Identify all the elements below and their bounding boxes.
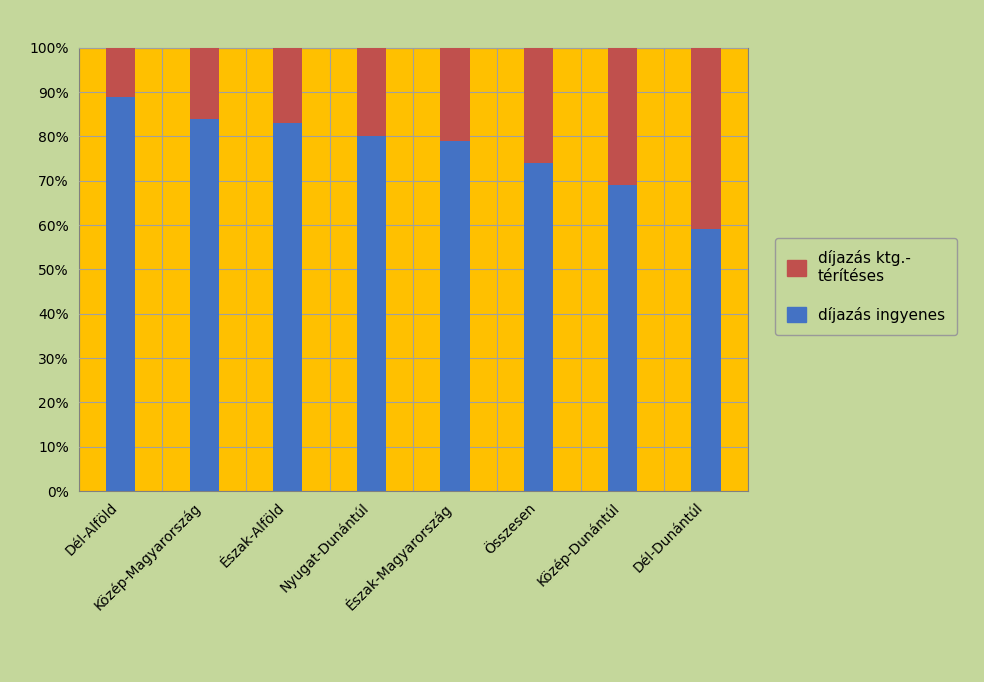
- Bar: [441, 140, 469, 491]
- Bar: [79, 491, 748, 505]
- Bar: [357, 48, 386, 136]
- Legend: díjazás ktg.-
térítéses, díjazás ingyenes: díjazás ktg.- térítéses, díjazás ingyene…: [775, 238, 957, 335]
- Bar: [692, 48, 720, 229]
- Bar: [524, 48, 553, 163]
- Bar: [106, 48, 135, 97]
- Bar: [608, 185, 637, 491]
- Bar: [190, 119, 218, 491]
- Bar: [441, 48, 469, 140]
- Bar: [106, 97, 135, 491]
- Bar: [692, 229, 720, 491]
- Bar: [274, 123, 302, 491]
- Bar: [524, 163, 553, 491]
- Bar: [357, 136, 386, 491]
- Bar: [608, 48, 637, 185]
- Bar: [190, 48, 218, 119]
- Bar: [274, 48, 302, 123]
